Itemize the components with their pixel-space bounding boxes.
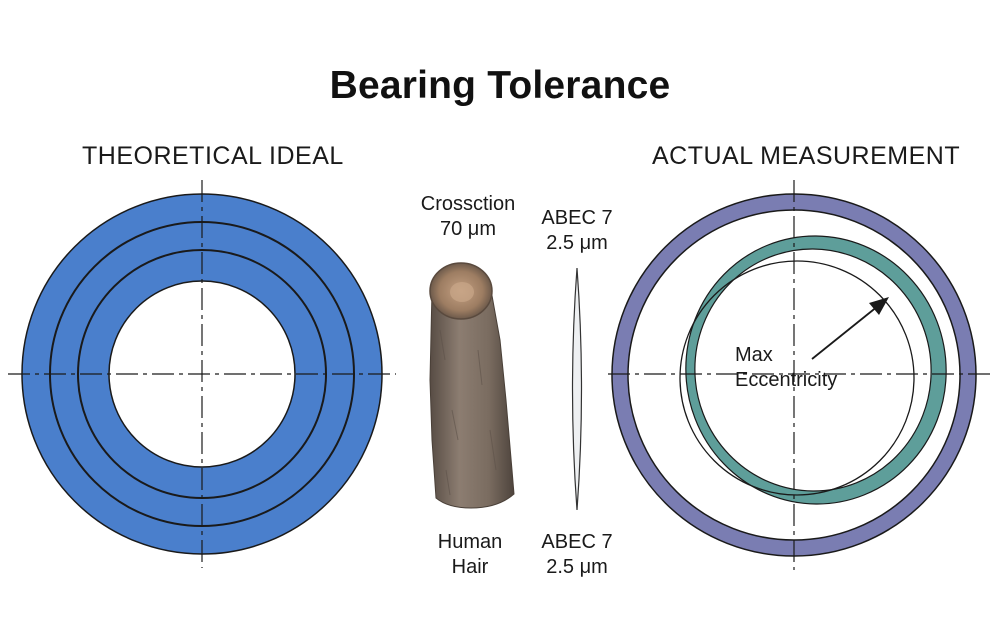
- actual-bearing: [608, 180, 992, 570]
- max-eccentricity-line2: Eccentricity: [735, 369, 838, 391]
- inner-race-band: [685, 235, 947, 505]
- max-eccentricity-label: Max Eccentricity: [735, 343, 837, 393]
- hair-medulla: [450, 282, 474, 302]
- abec-top-label-line2: 2.5 μm: [546, 232, 608, 254]
- reference-circle: [679, 260, 915, 496]
- hair-top-label: Crossction 70 μm: [407, 192, 529, 242]
- hair-bottom-label: Human Hair: [415, 530, 525, 580]
- actual-measurement-heading: ACTUAL MEASUREMENT: [652, 142, 961, 170]
- eccentricity-arrow-shaft: [811, 305, 879, 360]
- theoretical-ideal-heading: THEORETICAL IDEAL: [82, 142, 344, 170]
- hair-texture: [439, 329, 497, 496]
- abec-top-label-line1: ABEC 7: [541, 207, 613, 229]
- abec-top-label: ABEC 7 2.5 μm: [527, 206, 627, 256]
- hair-bottom-label-line2: Hair: [451, 556, 489, 578]
- max-eccentricity-line1: Max: [735, 344, 773, 366]
- hair-top-label-line2: 70 μm: [440, 218, 496, 240]
- page-title: Bearing Tolerance: [329, 64, 671, 107]
- abec-bottom-label-line1: ABEC 7: [541, 531, 613, 553]
- human-hair: [429, 262, 515, 509]
- abec7-tolerance-sliver: [571, 267, 583, 511]
- abec-bottom-label: ABEC 7 2.5 μm: [527, 530, 627, 580]
- abec-bottom-label-line2: 2.5 μm: [546, 556, 608, 578]
- ideal-bearing: [8, 180, 396, 568]
- hair-strand: [429, 289, 515, 509]
- hair-top-label-line1: Crossction: [420, 193, 516, 215]
- hair-bottom-label-line1: Human: [437, 531, 503, 553]
- eccentricity-arrowhead: [869, 297, 889, 315]
